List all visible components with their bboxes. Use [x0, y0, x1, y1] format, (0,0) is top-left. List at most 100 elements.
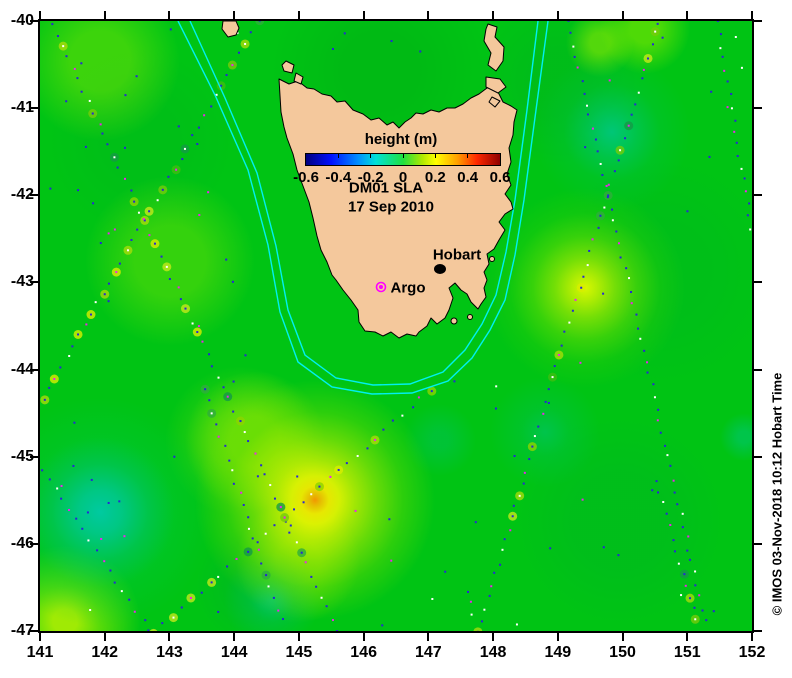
colorbar-title: height (m): [364, 131, 438, 148]
track-dot: [224, 444, 227, 447]
hobart-label: Hobart: [432, 246, 482, 264]
track-dot: [467, 590, 470, 593]
track-dot: [201, 340, 204, 343]
track-dot: [247, 440, 250, 443]
track-dot: [417, 396, 420, 399]
track-dot: [68, 354, 71, 357]
axis-tick-mark: [30, 194, 38, 196]
track-dot: [225, 74, 228, 77]
shelf-contour-outer-line: [177, 21, 549, 395]
track-dot: [712, 610, 715, 613]
track-dot: [547, 388, 550, 391]
clarke-island: [488, 96, 501, 108]
track-dot: [599, 214, 602, 217]
track-dot: [495, 385, 498, 388]
track-dot: [60, 484, 63, 487]
track-dot: [133, 610, 136, 613]
track-dot: [606, 196, 609, 199]
colorbar-tick: [403, 154, 404, 158]
track-dot: [499, 563, 502, 566]
track-dot: [73, 421, 76, 424]
x-tick-label: 151: [673, 644, 701, 661]
axis-tick-mark: [754, 456, 762, 458]
track-dot: [659, 431, 662, 434]
track-dot: [84, 145, 87, 148]
track-dot: [531, 445, 534, 448]
track-dot: [53, 378, 56, 381]
track-dot: [239, 420, 242, 423]
track-dot: [72, 464, 75, 467]
track-dot: [203, 114, 206, 117]
track-dot: [300, 551, 303, 554]
track-dot: [310, 493, 313, 496]
axis-tick-mark: [557, 633, 559, 641]
track-dot: [288, 531, 291, 534]
track-dot: [730, 107, 733, 110]
track-dot: [654, 30, 657, 33]
track-dot: [719, 33, 722, 36]
axis-tick-mark: [104, 11, 106, 19]
track-dot: [103, 293, 106, 296]
track-dot: [726, 106, 729, 109]
track-dot: [619, 149, 622, 152]
track-dot: [634, 103, 637, 106]
track-dot: [490, 585, 493, 588]
track-dot: [179, 298, 182, 301]
track-dot: [258, 21, 261, 22]
track-dot: [608, 79, 611, 82]
track-dot: [551, 376, 554, 379]
track-dot: [115, 271, 118, 274]
axis-tick-mark: [30, 543, 38, 545]
axis-tick-mark: [30, 369, 38, 371]
x-tick-label: 150: [609, 644, 636, 661]
track-dot: [469, 600, 472, 603]
axis-tick-mark: [30, 456, 38, 458]
track-dot: [617, 242, 620, 245]
track-dot: [136, 228, 139, 231]
track-dot: [277, 609, 280, 612]
track-dot: [382, 428, 385, 431]
track-dot: [228, 459, 231, 462]
track-dot: [148, 210, 151, 213]
track-dot: [86, 511, 89, 514]
axis-tick-mark: [30, 107, 38, 109]
track-dot: [124, 177, 127, 180]
track-dot: [208, 399, 211, 402]
track-dot: [716, 21, 719, 23]
track-dot: [123, 146, 126, 149]
small-islet: [489, 256, 495, 262]
track-dot: [734, 36, 737, 39]
colorbar-tick: [370, 154, 371, 158]
track-dot: [181, 158, 184, 161]
colorbar: [305, 153, 501, 166]
track-dot: [688, 558, 691, 561]
x-tick-label: 143: [156, 644, 183, 661]
track-dot: [260, 464, 263, 467]
track-dot: [94, 301, 97, 304]
track-dot: [267, 585, 270, 588]
track-dot: [686, 549, 689, 552]
track-dot: [726, 80, 729, 83]
y-tick-label: -44: [10, 360, 34, 378]
track-dot: [175, 168, 178, 171]
track-dot: [657, 408, 660, 411]
track-dot: [48, 478, 51, 481]
x-tick-label: 141: [26, 644, 54, 661]
track-dot: [680, 594, 683, 597]
track-dot: [273, 524, 276, 527]
track-dot: [255, 21, 265, 26]
track-dot: [244, 354, 247, 357]
axis-tick-mark: [30, 630, 38, 632]
track-dot: [646, 371, 649, 374]
track-dot: [549, 547, 552, 550]
track-dot: [591, 127, 594, 130]
track-dot: [666, 454, 669, 457]
track-dot: [215, 93, 218, 96]
track-dot: [177, 286, 180, 289]
track-dot: [596, 150, 599, 153]
track-dot: [523, 471, 526, 474]
hunter-island: [281, 60, 295, 74]
track-dot: [282, 618, 285, 621]
track-dot: [210, 105, 213, 108]
x-tick-label: 142: [91, 644, 119, 661]
